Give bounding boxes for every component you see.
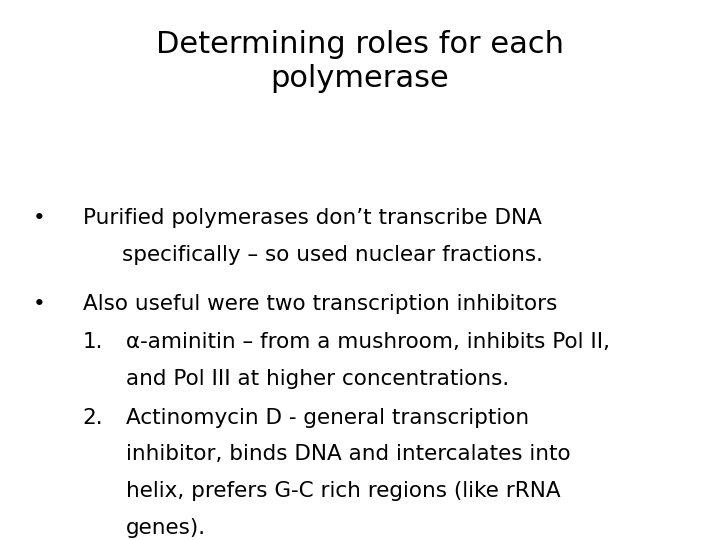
Text: specifically – so used nuclear fractions.: specifically – so used nuclear fractions… [122, 245, 544, 265]
Text: Also useful were two transcription inhibitors: Also useful were two transcription inhib… [83, 294, 557, 314]
Text: Actinomycin D - general transcription: Actinomycin D - general transcription [126, 408, 529, 428]
Text: Purified polymerases don’t transcribe DNA: Purified polymerases don’t transcribe DN… [83, 208, 541, 228]
Text: inhibitor, binds DNA and intercalates into: inhibitor, binds DNA and intercalates in… [126, 444, 571, 464]
Text: helix, prefers G-C rich regions (like rRNA: helix, prefers G-C rich regions (like rR… [126, 481, 561, 501]
Text: 2.: 2. [83, 408, 104, 428]
Text: and Pol III at higher concentrations.: and Pol III at higher concentrations. [126, 369, 509, 389]
Text: Determining roles for each
polymerase: Determining roles for each polymerase [156, 30, 564, 93]
Text: α-aminitin – from a mushroom, inhibits Pol II,: α-aminitin – from a mushroom, inhibits P… [126, 332, 610, 352]
Text: •: • [33, 208, 46, 228]
Text: 1.: 1. [83, 332, 103, 352]
Text: •: • [33, 294, 46, 314]
Text: genes).: genes). [126, 518, 206, 538]
